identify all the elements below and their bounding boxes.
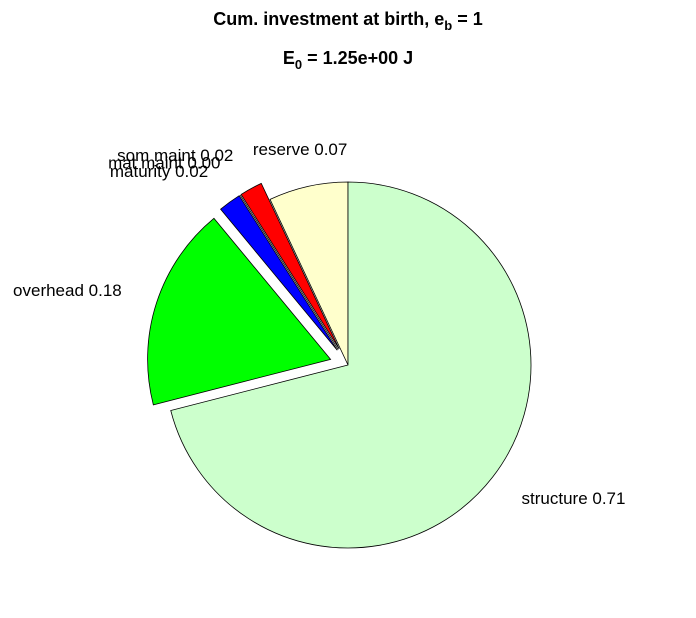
pie-slice: [147, 217, 332, 406]
slice-label: som maint 0.02: [117, 146, 233, 165]
pie-slice: [170, 181, 532, 549]
pie-slice: [240, 182, 340, 350]
slice-label: structure 0.71: [522, 489, 626, 508]
chart-title: E0 = 1.25e+00 J: [283, 48, 413, 73]
title-text: = 1: [452, 9, 483, 29]
title-text: Cum. investment at birth, e: [213, 9, 444, 29]
slice-label: maturity 0.02: [110, 162, 208, 181]
slice-label: overhead 0.18: [13, 281, 122, 300]
pie-slice: [220, 195, 338, 351]
title-text: = 1.25e+00 J: [302, 48, 413, 68]
chart-title: Cum. investment at birth, eb = 1: [213, 9, 483, 34]
title-subscript: 0: [295, 57, 302, 72]
pie-slice: [239, 194, 339, 350]
title-subscript: b: [444, 18, 452, 33]
slice-label: reserve 0.07: [253, 140, 348, 159]
title-text: E: [283, 48, 295, 68]
slice-label: mat maint 0.00: [108, 154, 220, 173]
